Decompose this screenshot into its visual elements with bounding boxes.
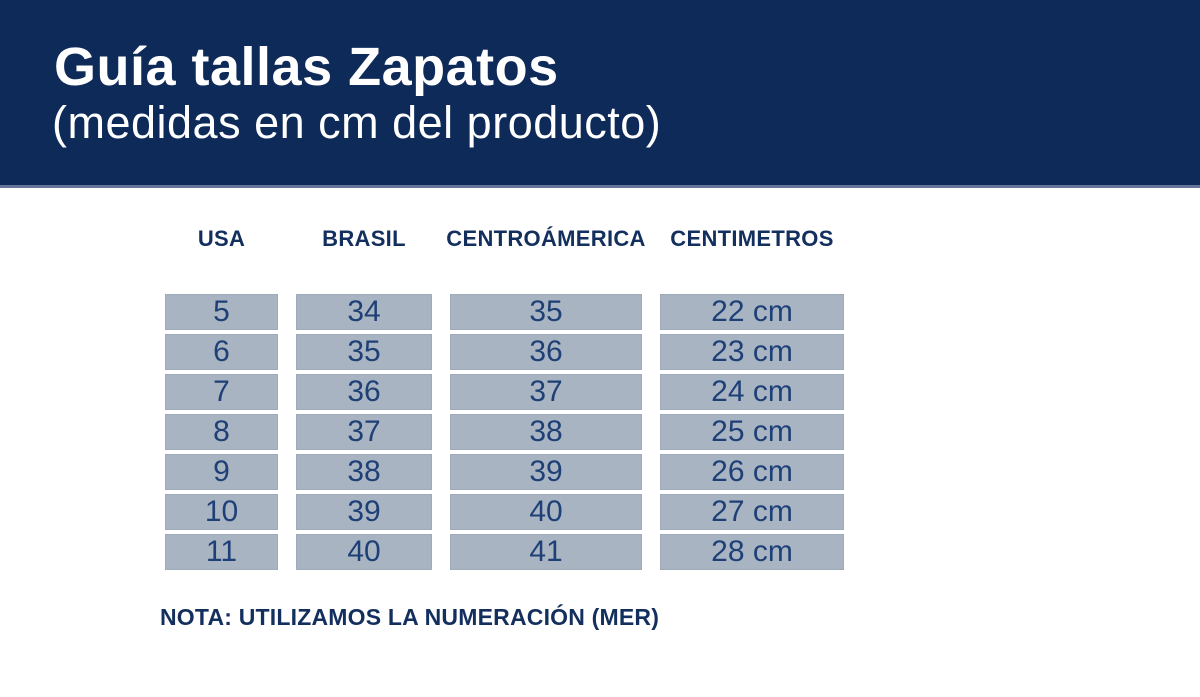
table-cell: 39 — [450, 454, 642, 490]
table-cell: 40 — [296, 534, 432, 570]
table-cell: 37 — [296, 414, 432, 450]
table-cell: 6 — [165, 334, 278, 370]
table-cell: 35 — [450, 294, 642, 330]
table-cell: 37 — [450, 374, 642, 410]
table-cell: 25 cm — [660, 414, 844, 450]
table-cell: 36 — [450, 334, 642, 370]
table-cell: 23 cm — [660, 334, 844, 370]
table-cell: 8 — [165, 414, 278, 450]
table-cell: 10 — [165, 494, 278, 530]
table-cell: 39 — [296, 494, 432, 530]
table-cell: 9 — [165, 454, 278, 490]
table-cell: 27 cm — [660, 494, 844, 530]
table-cell: 24 cm — [660, 374, 844, 410]
table-cell: 5 — [165, 294, 278, 330]
header-band: Guía tallas Zapatos (medidas en cm del p… — [0, 0, 1200, 188]
column-header-centimetros: CENTIMETROS — [670, 226, 834, 251]
table-cell: 36 — [296, 374, 432, 410]
page-subtitle: (medidas en cm del producto) — [52, 97, 662, 148]
table-cell: 38 — [450, 414, 642, 450]
table-cell: 40 — [450, 494, 642, 530]
footnote: NOTA: UTILIZAMOS LA NUMERACIÓN (MER) — [160, 604, 660, 630]
column-header-brasil: BRASIL — [322, 226, 406, 251]
table-cell: 7 — [165, 374, 278, 410]
column-header-usa: USA — [197, 226, 246, 251]
size-table: 5 34 35 22 cm 6 35 36 23 cm 7 36 37 24 c… — [165, 294, 844, 570]
table-cell: 11 — [165, 534, 278, 570]
column-header-centroamerica: CENTROÁMERICA — [446, 226, 646, 251]
table-cell: 35 — [296, 334, 432, 370]
table-cell: 38 — [296, 454, 432, 490]
table-cell: 41 — [450, 534, 642, 570]
table-cell: 28 cm — [660, 534, 844, 570]
page-title: Guía tallas Zapatos — [54, 37, 559, 97]
table-column-headers: USA BRASIL CENTROÁMERICA CENTIMETROS — [165, 222, 844, 256]
table-cell: 22 cm — [660, 294, 844, 330]
table-cell: 26 cm — [660, 454, 844, 490]
table-cell: 34 — [296, 294, 432, 330]
